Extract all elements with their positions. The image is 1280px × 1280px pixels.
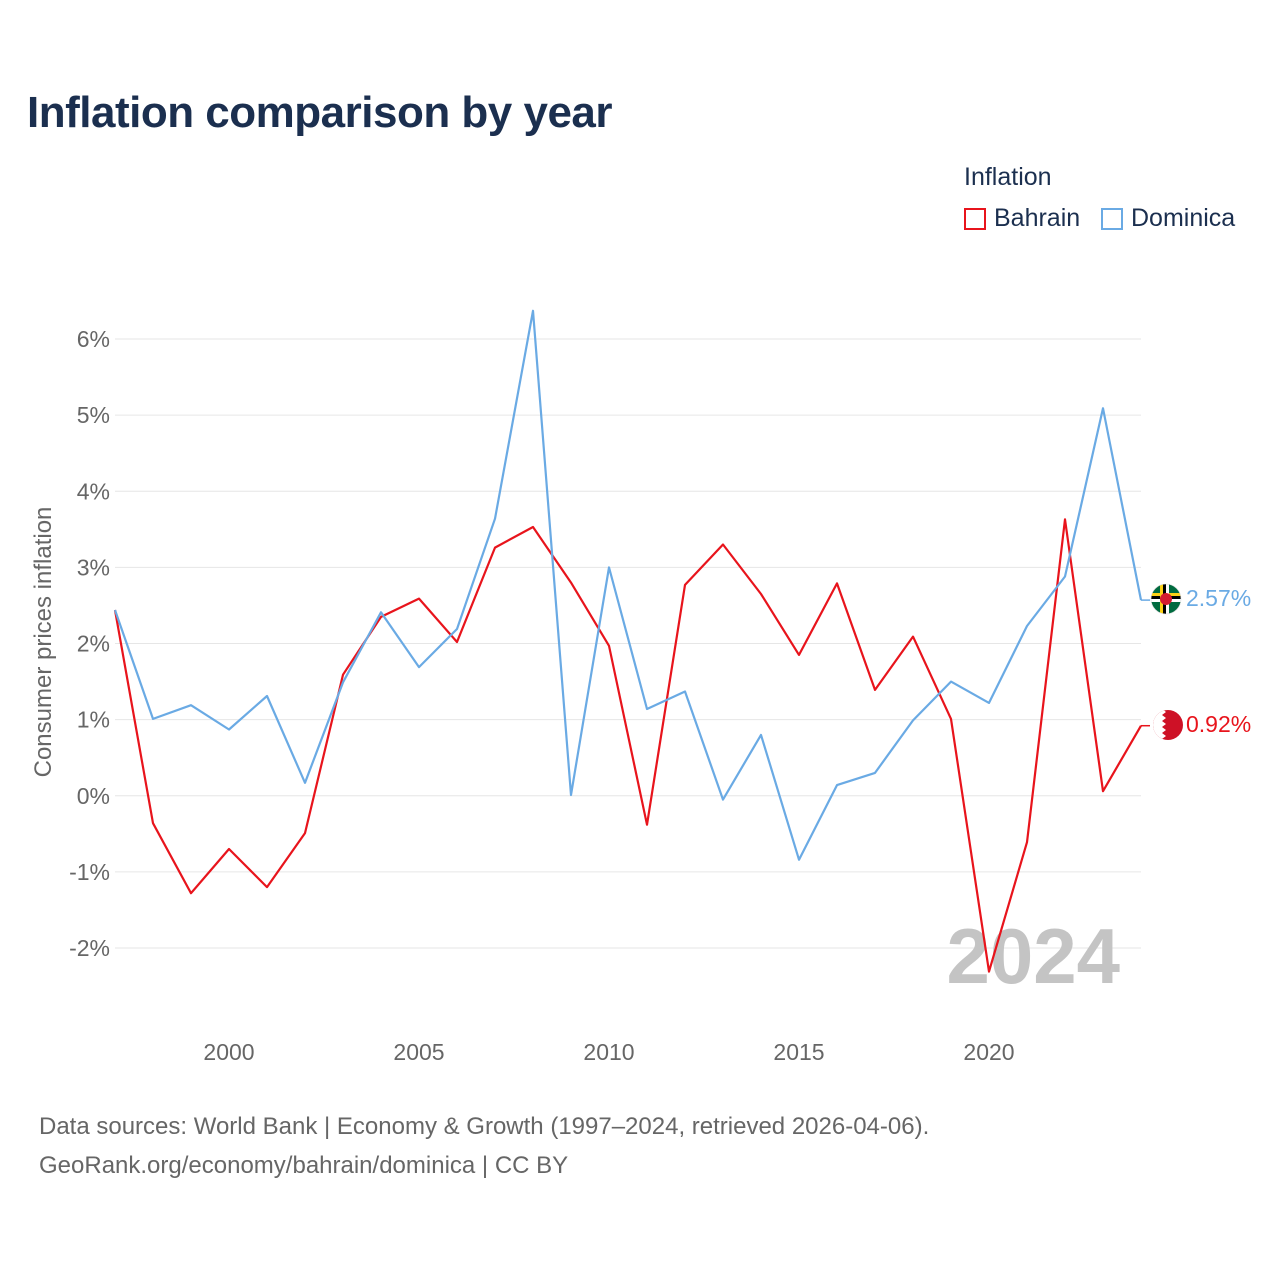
y-axis-label: Consumer prices inflation [30,507,57,778]
y-tick-label: 1% [77,707,110,733]
legend-item-bahrain[interactable]: Bahrain [964,204,1080,233]
y-tick-label: 4% [77,478,110,504]
x-tick-label: 2020 [963,1039,1014,1065]
y-tick-label: -2% [69,935,110,961]
data-source-note: Data sources: World Bank | Economy & Gro… [39,1107,929,1185]
series-line-bahrain [113,518,1142,973]
legend-swatch-dominica [1101,207,1123,230]
x-tick-label: 2015 [773,1039,824,1065]
legend-label-dominica: Dominica [1131,204,1236,232]
y-tick-label: 2% [77,631,110,657]
legend-label-bahrain: Bahrain [994,204,1081,232]
legend-swatch-bahrain [964,207,986,230]
bahrain-flag-icon [1153,710,1183,740]
year-watermark: 2024 [946,912,1120,1000]
end-label-bahrain: 0.92% [1186,711,1251,737]
line-chart: -2% -1% 0% 1% 2% 3% 4% 5% 6% 2000 2005 2010 2015 202… [30,309,1251,1065]
series-line-dominica [113,309,1143,861]
end-label-dominica: 2.57% [1186,585,1251,611]
y-tick-label: -1% [69,859,110,885]
y-tick-label: 0% [77,783,110,809]
legend-item-dominica[interactable]: Dominica [1101,204,1235,233]
y-tick-label: 5% [77,402,110,428]
source-line-2[interactable]: GeoRank.org/economy/bahrain/dominica | C… [39,1152,569,1179]
chart-title: Inflation comparison by year [27,88,613,137]
x-tick-label: 2000 [203,1039,254,1065]
dominica-flag-icon [1151,584,1181,614]
legend-title: Inflation [964,163,1052,191]
source-line-1: Data sources: World Bank | Economy & Gro… [39,1113,930,1140]
x-tick-label: 2005 [393,1039,444,1065]
x-tick-label: 2010 [583,1039,634,1065]
y-tick-label: 6% [77,326,110,352]
y-tick-label: 3% [77,554,110,580]
